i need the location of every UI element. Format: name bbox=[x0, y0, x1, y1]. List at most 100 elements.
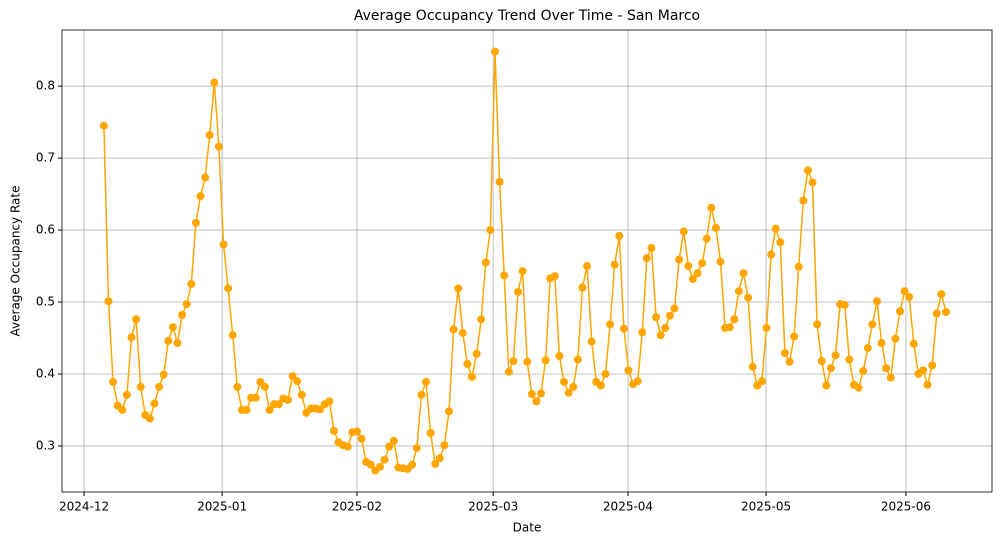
data-point bbox=[182, 300, 191, 309]
data-point bbox=[214, 142, 223, 151]
y-tick-label: 0.6 bbox=[36, 223, 55, 237]
y-tick-label: 0.4 bbox=[36, 366, 55, 380]
data-point bbox=[178, 310, 187, 319]
data-point bbox=[477, 315, 486, 324]
data-point bbox=[99, 121, 108, 130]
data-point bbox=[537, 389, 546, 398]
data-point bbox=[201, 173, 210, 182]
y-tick-label: 0.3 bbox=[36, 438, 55, 452]
data-point bbox=[734, 287, 743, 296]
data-point bbox=[233, 382, 242, 391]
data-point bbox=[293, 377, 302, 386]
data-point bbox=[615, 231, 624, 240]
data-point bbox=[863, 344, 872, 353]
data-point bbox=[164, 336, 173, 345]
data-point bbox=[449, 325, 458, 334]
data-point bbox=[928, 361, 937, 370]
data-point bbox=[532, 397, 541, 406]
chart-title: Average Occupancy Trend Over Time - San … bbox=[354, 8, 700, 24]
data-point bbox=[642, 254, 651, 263]
data-point bbox=[647, 244, 656, 253]
data-point bbox=[744, 293, 753, 302]
data-point bbox=[481, 258, 490, 267]
data-point bbox=[808, 178, 817, 187]
data-point bbox=[159, 370, 168, 379]
data-point bbox=[854, 383, 863, 392]
data-point bbox=[260, 382, 269, 391]
data-point bbox=[895, 307, 904, 316]
data-point bbox=[196, 192, 205, 201]
data-point bbox=[670, 304, 679, 313]
data-point bbox=[739, 269, 748, 278]
data-point bbox=[145, 414, 154, 423]
data-point bbox=[352, 427, 361, 436]
data-point bbox=[412, 444, 421, 453]
data-point bbox=[325, 397, 334, 406]
data-point bbox=[886, 373, 895, 382]
data-point bbox=[794, 262, 803, 271]
data-point bbox=[573, 355, 582, 364]
data-point bbox=[509, 357, 518, 366]
data-point bbox=[583, 262, 592, 271]
data-point bbox=[859, 367, 868, 376]
y-tick-label: 0.7 bbox=[36, 151, 55, 165]
x-tick-label: 2025-06 bbox=[881, 500, 931, 514]
data-point bbox=[932, 309, 941, 318]
data-point bbox=[707, 203, 716, 212]
data-point bbox=[813, 320, 822, 329]
data-point bbox=[771, 224, 780, 233]
data-point bbox=[242, 405, 251, 414]
data-point bbox=[122, 390, 131, 399]
data-point bbox=[435, 454, 444, 463]
data-point bbox=[109, 377, 118, 386]
data-point bbox=[297, 390, 306, 399]
data-point bbox=[702, 234, 711, 243]
data-point bbox=[822, 381, 831, 390]
data-point bbox=[638, 328, 647, 337]
data-point bbox=[675, 255, 684, 264]
data-point bbox=[776, 238, 785, 247]
data-point bbox=[495, 177, 504, 186]
data-point bbox=[421, 377, 430, 386]
data-point bbox=[891, 334, 900, 343]
data-point bbox=[831, 351, 840, 360]
data-point bbox=[486, 226, 495, 235]
data-point bbox=[500, 271, 509, 280]
data-point bbox=[730, 315, 739, 324]
data-point bbox=[845, 355, 854, 364]
data-point bbox=[440, 441, 449, 450]
data-point bbox=[569, 382, 578, 391]
plot-frame bbox=[61, 29, 993, 493]
data-point bbox=[826, 364, 835, 373]
data-point bbox=[210, 78, 219, 87]
data-point bbox=[408, 460, 417, 469]
data-point bbox=[541, 356, 550, 365]
x-axis-label: Date bbox=[513, 521, 542, 535]
data-point bbox=[104, 297, 113, 306]
x-tick-label: 2025-01 bbox=[197, 500, 247, 514]
data-point bbox=[173, 339, 182, 348]
data-point bbox=[587, 337, 596, 346]
data-point bbox=[463, 359, 472, 368]
series-line bbox=[103, 51, 947, 472]
data-point bbox=[937, 290, 946, 299]
data-point bbox=[711, 223, 720, 232]
data-point bbox=[578, 283, 587, 292]
data-point bbox=[380, 455, 389, 464]
data-point bbox=[555, 351, 564, 360]
x-tick-label: 2024-12 bbox=[59, 500, 109, 514]
data-point bbox=[228, 331, 237, 340]
data-point bbox=[375, 462, 384, 471]
data-point bbox=[780, 349, 789, 358]
x-tick-label: 2025-05 bbox=[741, 500, 791, 514]
data-point bbox=[790, 332, 799, 341]
data-point bbox=[205, 131, 214, 140]
data-point bbox=[431, 459, 440, 468]
data-point bbox=[596, 381, 605, 390]
data-point bbox=[523, 357, 532, 366]
data-point bbox=[127, 333, 136, 342]
data-point bbox=[550, 272, 559, 281]
data-point bbox=[366, 460, 375, 469]
data-point bbox=[656, 331, 665, 340]
